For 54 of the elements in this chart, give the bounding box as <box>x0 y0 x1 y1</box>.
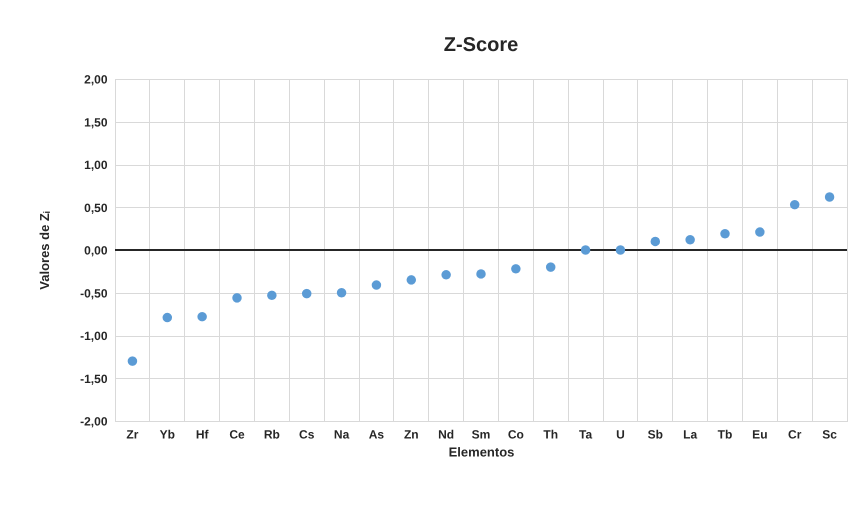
point <box>162 312 172 322</box>
x-tick-label: Sb <box>648 428 663 442</box>
x-tick-label: Rb <box>264 428 280 442</box>
x-tick-label: Eu <box>752 428 768 442</box>
x-tick-label: Sc <box>822 428 838 442</box>
point <box>650 236 660 246</box>
y-tick-label: 2,00 <box>84 72 108 86</box>
y-tick-label: 1,00 <box>84 158 108 172</box>
point <box>511 264 521 274</box>
point <box>685 235 695 244</box>
x-tick-label: Zr <box>126 428 139 442</box>
x-tick-label: Nd <box>438 428 454 442</box>
x-tick-label: Ce <box>229 428 245 442</box>
point <box>197 312 207 322</box>
x-tick-label: Cs <box>299 428 315 442</box>
x-tick-label: Th <box>543 428 558 442</box>
chart-title: Z-Score <box>444 34 518 56</box>
x-tick-label: Cr <box>788 428 802 442</box>
point <box>580 245 590 255</box>
y-axis-title: Valores de Zᵢ <box>37 211 52 290</box>
x-tick-label: Ta <box>579 428 592 442</box>
x-axis-title: Elementos <box>448 444 514 460</box>
y-tick-label: 0,00 <box>84 244 108 258</box>
point <box>546 262 556 272</box>
x-tick-label: Sm <box>472 428 490 442</box>
x-tick-label: U <box>616 428 625 442</box>
x-tick-label: La <box>683 428 698 442</box>
x-tick-label: Yb <box>160 428 175 442</box>
x-tick-label: Hf <box>196 428 210 442</box>
point <box>128 356 138 366</box>
x-tick-label: As <box>368 428 384 442</box>
point <box>267 290 277 300</box>
y-tick-label: -2,00 <box>80 414 108 428</box>
y-tick-label: -1,00 <box>80 329 108 343</box>
y-tick-label: -0,50 <box>80 286 108 300</box>
point <box>755 227 765 237</box>
y-tick-label: 1,50 <box>84 115 108 130</box>
point <box>441 270 451 280</box>
x-tick-label: Na <box>334 428 350 442</box>
x-tick-label: Zn <box>404 428 419 442</box>
point <box>720 229 730 238</box>
point <box>790 200 800 210</box>
x-tick-label: Tb <box>718 428 732 442</box>
point <box>824 192 834 202</box>
point <box>372 280 382 290</box>
point <box>232 293 242 303</box>
point <box>302 288 312 298</box>
y-tick-label: -1,50 <box>80 372 108 386</box>
point <box>336 288 346 298</box>
x-tick-label: Co <box>508 428 524 442</box>
point <box>476 269 486 279</box>
point <box>616 245 626 255</box>
y-tick-label: 0,50 <box>84 200 108 215</box>
point <box>406 275 416 285</box>
